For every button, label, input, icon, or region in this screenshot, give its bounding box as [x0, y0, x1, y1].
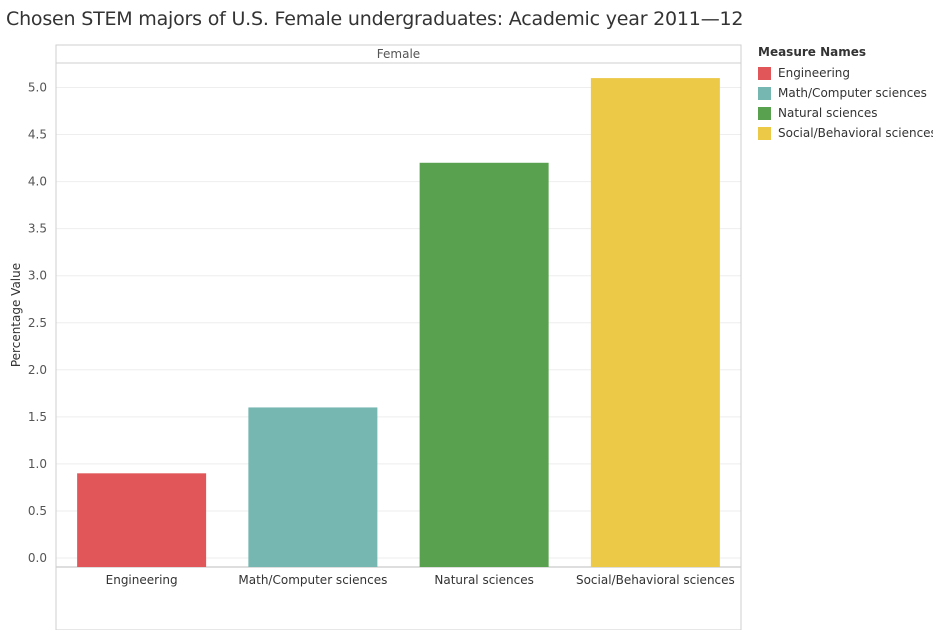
plot-frame: [55, 44, 742, 630]
panel-header: Female: [377, 47, 420, 61]
y-tick-label: 4.5: [28, 128, 47, 142]
bar-engineering[interactable]: [77, 473, 207, 567]
y-tick-label: 1.5: [28, 410, 47, 424]
legend-label: Math/Computer sciences: [778, 86, 927, 100]
bars: [77, 78, 720, 567]
legend-item[interactable]: Natural sciences: [758, 103, 933, 123]
x-axis-ticks: Engineering Math/Computer sciences Natural…: [106, 573, 735, 587]
legend-title: Measure Names: [758, 45, 867, 59]
y-tick-label: 0.0: [28, 551, 47, 565]
x-tick-label: Math/Computer sciences: [238, 573, 387, 587]
legend: Measure Names Engineering Math/Computer s…: [758, 45, 933, 143]
y-tick-label: 2.5: [28, 316, 47, 330]
chart-title: Chosen STEM majors of U.S. Female underg…: [6, 8, 744, 30]
bar-natural-sciences[interactable]: [419, 162, 549, 567]
legend-swatch: [758, 126, 771, 140]
bar-social-behavioral-sciences[interactable]: [590, 78, 720, 567]
legend-swatch: [758, 66, 771, 80]
legend-label: Engineering: [778, 66, 850, 80]
bar-chart: Female 0.0 0.5 1.0 1.5 2.0 2.5 3.0 3.5 4.0 4.5 5.0…: [9, 44, 742, 630]
legend-label: Social/Behavioral sciences: [778, 126, 933, 140]
legend-swatch: [758, 86, 771, 100]
y-axis-ticks: 0.0 0.5 1.0 1.5 2.0 2.5 3.0 3.5 4.0 4.5 5.0: [28, 81, 47, 566]
legend-swatch: [758, 106, 771, 120]
bar-math-computer-sciences[interactable]: [248, 407, 378, 567]
y-tick-label: 0.5: [28, 504, 47, 518]
x-tick-label: Natural sciences: [434, 573, 533, 587]
y-tick-label: 4.0: [28, 175, 47, 189]
y-tick-label: 5.0: [28, 81, 47, 95]
legend-label: Natural sciences: [778, 106, 878, 120]
x-tick-label: Social/Behavioral sciences: [576, 573, 735, 587]
legend-item[interactable]: Engineering: [758, 63, 933, 83]
y-tick-label: 2.0: [28, 363, 47, 377]
y-tick-label: 3.5: [28, 222, 47, 236]
y-axis-label: Percentage Value: [9, 263, 23, 367]
y-tick-label: 3.0: [28, 269, 47, 283]
x-tick-label: Engineering: [106, 573, 178, 587]
y-tick-label: 1.0: [28, 457, 47, 471]
legend-item[interactable]: Math/Computer sciences: [758, 83, 933, 103]
legend-item[interactable]: Social/Behavioral sciences: [758, 123, 933, 143]
